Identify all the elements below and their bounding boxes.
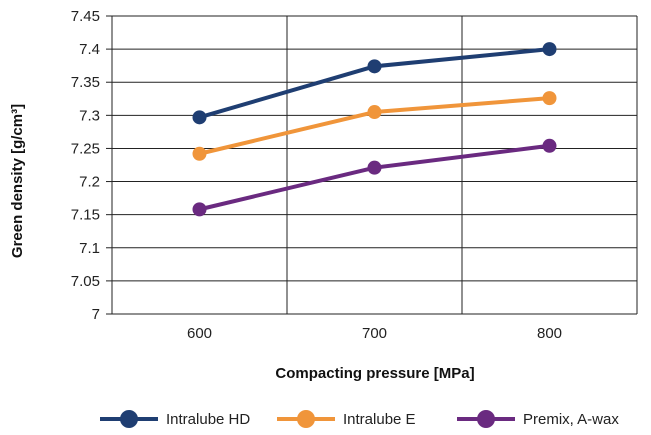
series-2 (192, 91, 557, 161)
series-line (199, 143, 550, 212)
series-3 (192, 138, 557, 217)
y-tick-label: 7 (92, 306, 100, 323)
legend-label: Premix, A-wax (523, 411, 619, 428)
y-axis-title: Green density [g/cm³] (9, 104, 26, 258)
data-point (367, 160, 382, 175)
data-point (367, 59, 382, 74)
x-tick-label: 800 (537, 325, 562, 342)
data-point (192, 110, 207, 125)
y-tick-labels: 7 7.05 7.1 7.15 7.2 7.25 7.3 7.35 7.4 7.45 (71, 8, 100, 323)
y-tick-label: 7.35 (71, 74, 100, 91)
legend-item: Intralube HD (100, 410, 250, 428)
legend-item: Premix, A-wax (457, 410, 619, 428)
x-tick-label: 600 (187, 325, 212, 342)
x-axis-title: Compacting pressure [MPa] (275, 365, 474, 382)
data-point (542, 138, 557, 153)
x-tick-label: 700 (362, 325, 387, 342)
legend-item: Intralube E (277, 410, 416, 428)
y-tick-label: 7.45 (71, 8, 100, 25)
y-tick-label: 7.3 (79, 107, 100, 124)
series-group (192, 42, 557, 217)
y-tick-label: 7.05 (71, 273, 100, 290)
data-point (542, 91, 557, 106)
legend-swatch-marker (297, 410, 315, 428)
y-tick-label: 7.25 (71, 140, 100, 157)
legend-swatch-marker (120, 410, 138, 428)
y-tick-label: 7.2 (79, 174, 100, 191)
data-point (542, 42, 557, 57)
y-tick-label: 7.4 (79, 41, 100, 58)
data-point (367, 105, 382, 120)
legend-label: Intralube E (343, 411, 416, 428)
series-1 (192, 42, 557, 125)
y-tick-label: 7.15 (71, 207, 100, 224)
legend-label: Intralube HD (166, 411, 250, 428)
legend-swatch-marker (477, 410, 495, 428)
legend: Intralube HD Intralube E Premix, A-wax (100, 410, 619, 428)
data-point (192, 146, 207, 161)
data-point (192, 202, 207, 217)
y-tick-label: 7.1 (79, 240, 100, 257)
x-tick-labels: 600 700 800 (187, 325, 562, 342)
